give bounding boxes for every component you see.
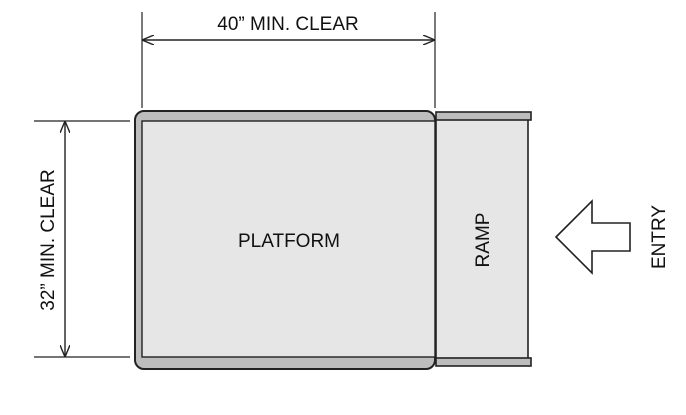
ramp-top-edge [435, 111, 532, 121]
entry-arrow-icon [554, 199, 631, 275]
entry-indicator: ENTRY [554, 199, 670, 275]
entry-label: ENTRY [649, 205, 670, 269]
depth-dimension: 32” MIN. CLEAR [34, 120, 130, 358]
platform: PLATFORM [134, 110, 436, 370]
platform-surface [141, 120, 436, 358]
platform-label: PLATFORM [238, 231, 340, 252]
ramp-bottom-edge [435, 357, 532, 367]
ramp: RAMP [435, 111, 532, 367]
ramp-label: RAMP [473, 213, 494, 268]
width-dimension: 40” MIN. CLEAR [141, 12, 436, 108]
depth-dimension-label: 32” MIN. CLEAR [38, 169, 59, 310]
width-dimension-label: 40” MIN. CLEAR [217, 14, 358, 35]
